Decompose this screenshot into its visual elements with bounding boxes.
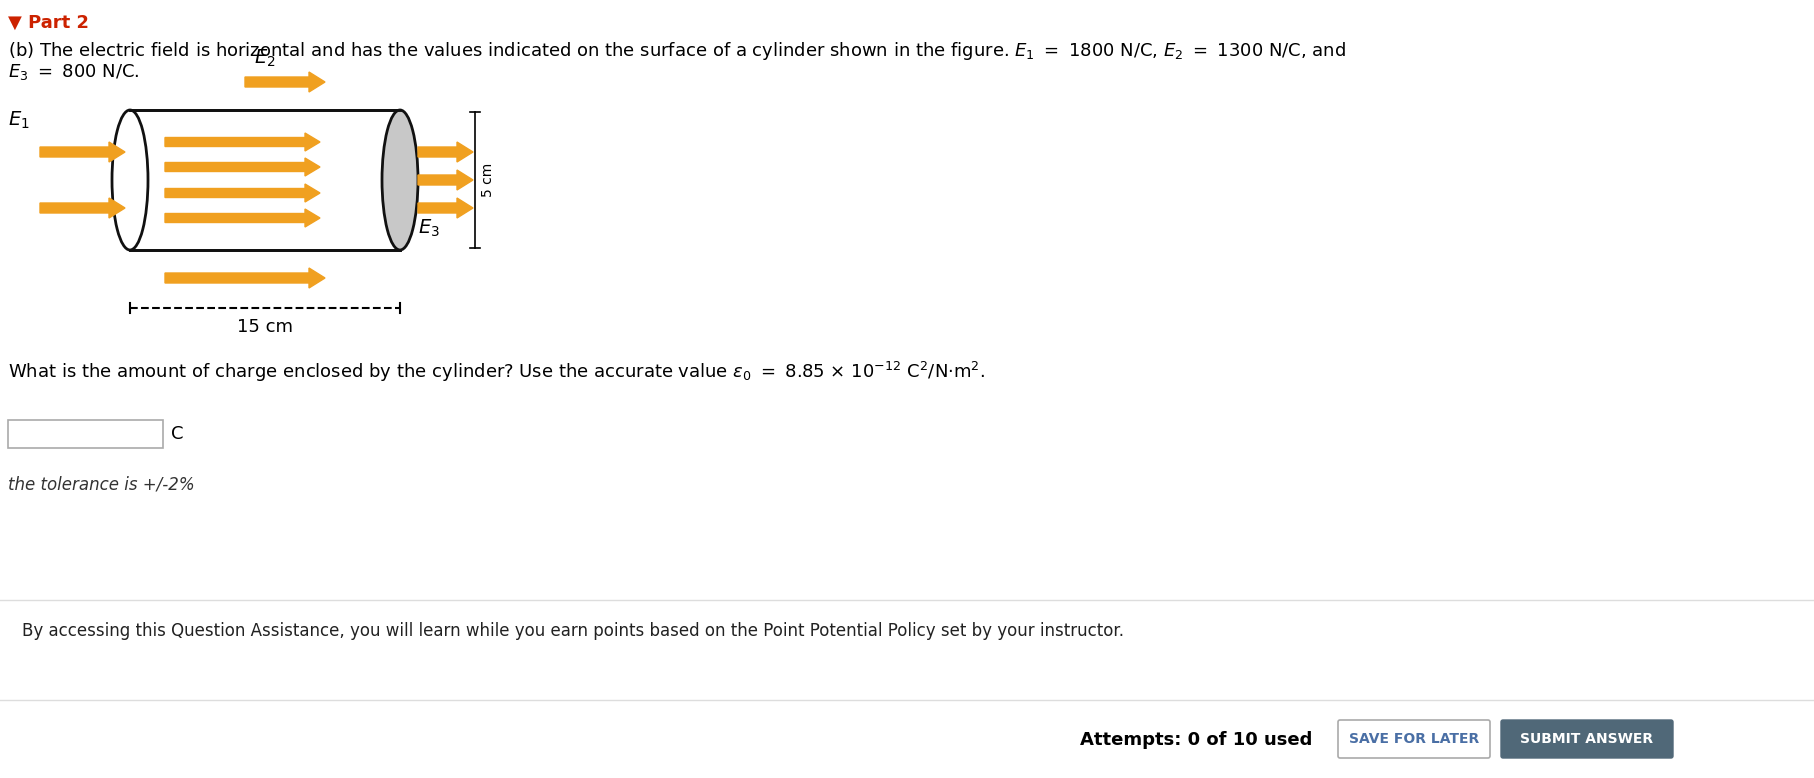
FancyBboxPatch shape: [1339, 720, 1489, 758]
Text: $E_2$: $E_2$: [254, 47, 276, 68]
Ellipse shape: [383, 110, 417, 250]
FancyArrow shape: [165, 158, 319, 176]
FancyBboxPatch shape: [1500, 720, 1673, 758]
Text: $E_3$: $E_3$: [417, 218, 439, 240]
FancyArrow shape: [40, 142, 125, 162]
Ellipse shape: [112, 110, 149, 250]
Text: SUBMIT ANSWER: SUBMIT ANSWER: [1520, 732, 1654, 746]
Text: What is the amount of charge enclosed by the cylinder? Use the accurate value $\: What is the amount of charge enclosed by…: [7, 360, 985, 384]
Text: 5 cm: 5 cm: [481, 163, 495, 197]
Text: (b) The electric field is horizontal and has the values indicated on the surface: (b) The electric field is horizontal and…: [7, 40, 1346, 62]
FancyArrow shape: [245, 72, 325, 92]
Bar: [131, 110, 401, 250]
FancyArrow shape: [165, 268, 325, 288]
FancyArrow shape: [417, 170, 473, 190]
FancyArrow shape: [165, 184, 319, 202]
Text: $E_3\ =$ 800 N/C.: $E_3\ =$ 800 N/C.: [7, 62, 140, 82]
Bar: [383, 108, 403, 252]
Text: 15 cm: 15 cm: [238, 318, 294, 336]
FancyArrow shape: [40, 198, 125, 218]
Text: $E_1$: $E_1$: [7, 110, 29, 131]
Text: C: C: [171, 425, 183, 443]
Text: Attempts: 0 of 10 used: Attempts: 0 of 10 used: [1079, 731, 1312, 749]
Text: SAVE FOR LATER: SAVE FOR LATER: [1350, 732, 1478, 746]
FancyArrow shape: [165, 209, 319, 227]
FancyArrow shape: [165, 133, 319, 151]
FancyBboxPatch shape: [7, 420, 163, 448]
FancyArrow shape: [417, 142, 473, 162]
FancyArrow shape: [417, 198, 473, 218]
Text: By accessing this Question Assistance, you will learn while you earn points base: By accessing this Question Assistance, y…: [22, 622, 1125, 640]
Text: ▼ Part 2: ▼ Part 2: [7, 14, 89, 32]
Text: the tolerance is +/-2%: the tolerance is +/-2%: [7, 475, 194, 493]
